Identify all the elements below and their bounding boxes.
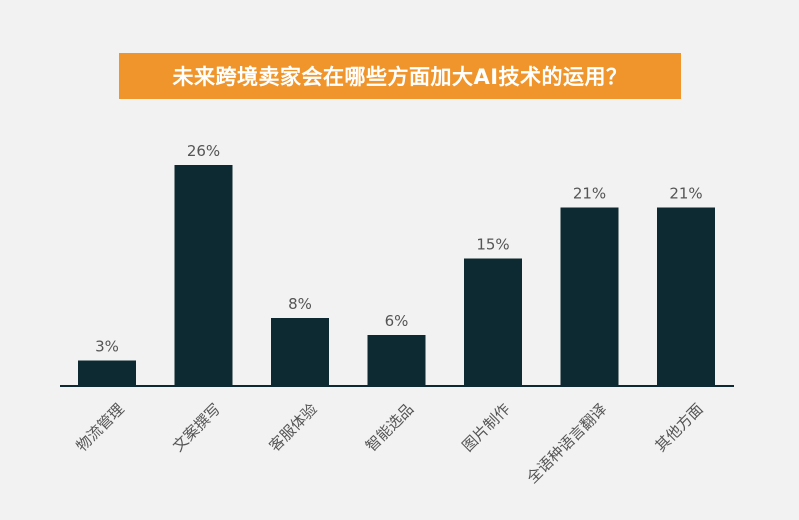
category-label-3: 智能选品	[362, 400, 417, 455]
bar-2	[271, 318, 329, 386]
value-label-1: 26%	[187, 142, 220, 160]
category-label-1: 文案撰写	[169, 400, 224, 455]
category-label-5: 全语种语言翻译	[523, 400, 610, 487]
bar-6	[657, 207, 715, 386]
value-label-5: 21%	[573, 185, 606, 203]
category-labels-group: 物流管理 文案撰写 客服体验 智能选品 图片制作 全语种语言翻译 其他方面	[73, 400, 707, 487]
category-label-4: 图片制作	[459, 400, 514, 455]
value-label-4: 15%	[476, 236, 509, 254]
chart-title: 未来跨境卖家会在哪些方面加大AI技术的运用？	[119, 53, 681, 99]
bar-3	[367, 335, 426, 386]
bar-4	[464, 258, 522, 386]
value-label-2: 8%	[288, 295, 312, 313]
bars-group	[78, 165, 715, 386]
value-label-6: 21%	[669, 185, 702, 203]
value-label-3: 6%	[385, 312, 409, 330]
value-labels-group: 3% 26% 8% 6% 15% 21% 21%	[95, 142, 703, 356]
category-label-0: 物流管理	[73, 400, 128, 455]
value-label-0: 3%	[95, 338, 119, 356]
bar-1	[174, 165, 233, 386]
bar-0	[78, 360, 136, 386]
bar-5	[560, 207, 619, 386]
category-label-2: 客服体验	[266, 400, 321, 455]
category-label-6: 其他方面	[652, 400, 707, 455]
